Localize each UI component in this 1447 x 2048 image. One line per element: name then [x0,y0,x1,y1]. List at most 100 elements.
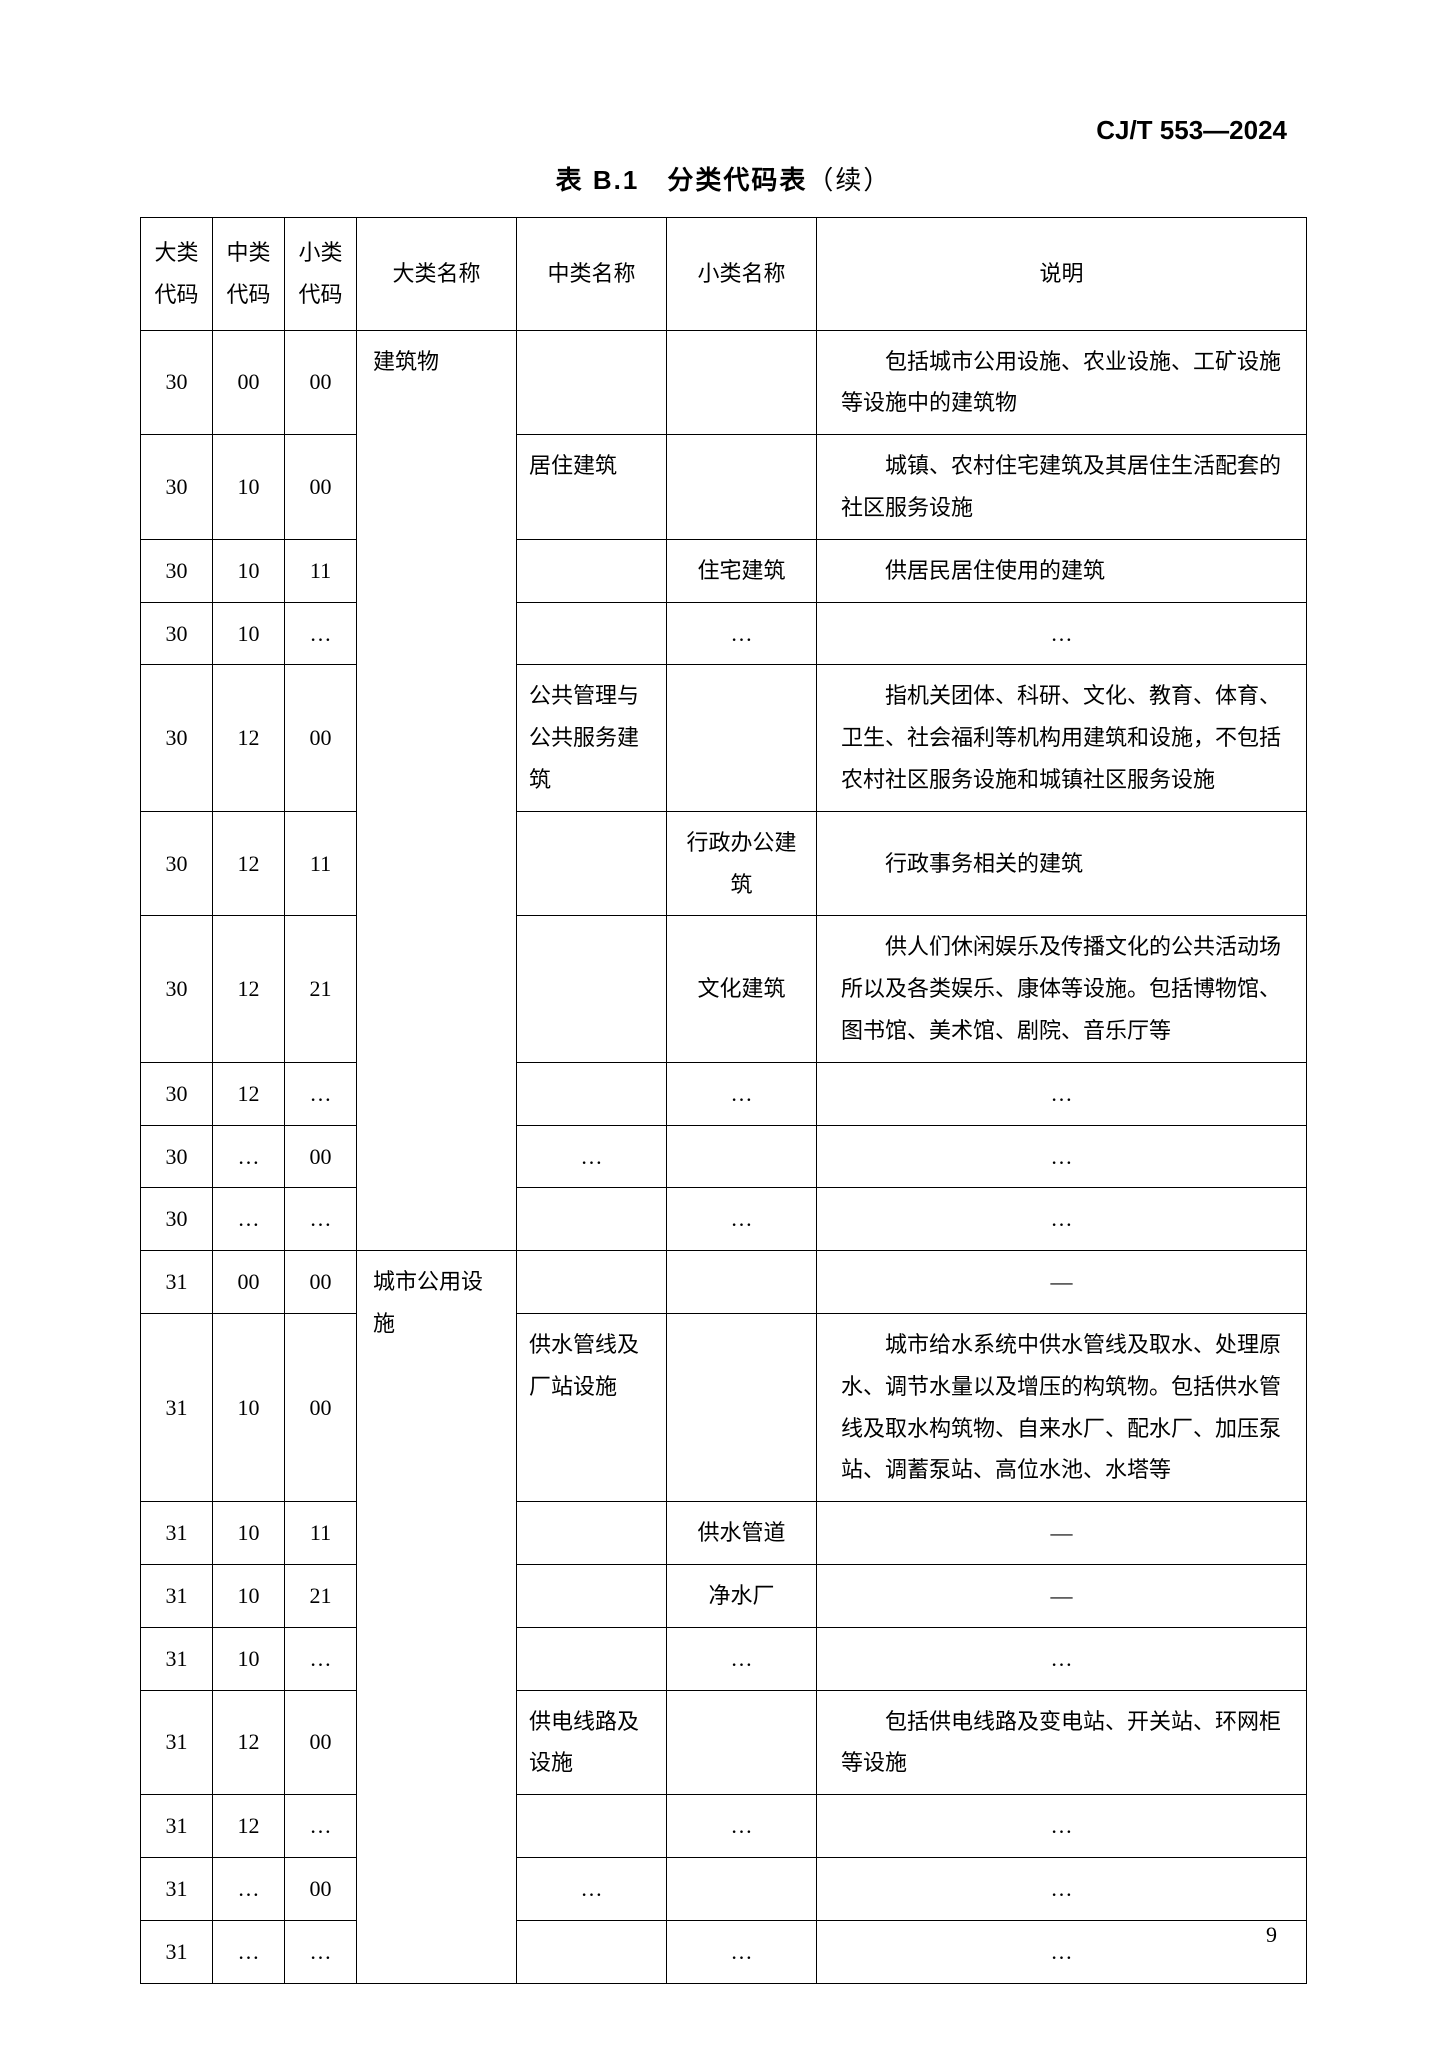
page-number: 9 [1266,1922,1277,1948]
cell-sub-code: 00 [285,1690,357,1795]
cell-mid-code: 10 [213,1564,285,1627]
cell-sub-name [667,1313,817,1501]
cell-description: 包括城市公用设施、农业设施、工矿设施等设施中的建筑物 [817,330,1307,435]
cell-sub-name: … [667,1795,817,1858]
cell-mid-code: … [213,1857,285,1920]
cell-mid-name [517,916,667,1062]
cell-sub-name [667,1251,817,1314]
cell-mid-name [517,330,667,435]
cell-mid-name: 供水管线及厂站设施 [517,1313,667,1501]
cell-mid-name: … [517,1857,667,1920]
cell-sub-name [667,435,817,540]
cell-mid-name: 居住建筑 [517,435,667,540]
cell-sub-name: … [667,1188,817,1251]
col-header: 中类名称 [517,218,667,331]
cell-major-code: 30 [141,665,213,811]
table-row: 301011住宅建筑供居民居住使用的建筑 [141,539,1307,602]
cell-mid-code: 12 [213,811,285,916]
cell-sub-code: 00 [285,1313,357,1501]
table-title-suffix: （续） [807,165,891,195]
table-row: 301200公共管理与公共服务建筑指机关团体、科研、文化、教育、体育、卫生、社会… [141,665,1307,811]
cell-description: — [817,1251,1307,1314]
cell-major-name: 城市公用设施 [357,1251,517,1983]
cell-description: 行政事务相关的建筑 [817,811,1307,916]
cell-description: 供居民居住使用的建筑 [817,539,1307,602]
table-row: 30………… [141,1188,1307,1251]
table-row: 301211行政办公建筑行政事务相关的建筑 [141,811,1307,916]
table-row: 31…00…… [141,1857,1307,1920]
cell-mid-code: 12 [213,1062,285,1125]
cell-mid-code: 12 [213,1690,285,1795]
cell-major-code: 30 [141,539,213,602]
cell-mid-code: 00 [213,330,285,435]
cell-sub-code: 00 [285,435,357,540]
cell-mid-name [517,539,667,602]
cell-sub-name [667,1125,817,1188]
cell-major-code: 31 [141,1690,213,1795]
table-row: 3012……… [141,1062,1307,1125]
cell-mid-name [517,1627,667,1690]
cell-major-code: 31 [141,1920,213,1983]
cell-mid-name [517,1564,667,1627]
cell-sub-code: 00 [285,1125,357,1188]
cell-major-code: 30 [141,811,213,916]
cell-sub-name [667,1857,817,1920]
cell-mid-name [517,1251,667,1314]
cell-description: … [817,1920,1307,1983]
cell-major-code: 31 [141,1251,213,1314]
document-code: CJ/T 553—2024 [1096,115,1287,146]
classification-code-table: 大类代码 中类代码 小类代码 大类名称 中类名称 小类名称 说明 300000建… [140,217,1307,1984]
cell-mid-code: … [213,1125,285,1188]
table-row: 311021净水厂— [141,1564,1307,1627]
cell-mid-name [517,602,667,665]
cell-mid-name [517,1795,667,1858]
cell-sub-name [667,330,817,435]
table-title: 表 B.1 分类代码表（续） [140,160,1307,197]
table-header-row: 大类代码 中类代码 小类代码 大类名称 中类名称 小类名称 说明 [141,218,1307,331]
cell-sub-code: … [285,1188,357,1251]
table-row: 301221文化建筑供人们休闲娱乐及传播文化的公共活动场所以及各类娱乐、康体等设… [141,916,1307,1062]
col-header: 大类代码 [141,218,213,331]
cell-major-code: 31 [141,1313,213,1501]
cell-sub-name: 文化建筑 [667,916,817,1062]
table-row: 3110……… [141,1627,1307,1690]
cell-description: — [817,1564,1307,1627]
cell-sub-code: 11 [285,539,357,602]
cell-major-code: 30 [141,330,213,435]
cell-sub-code: 00 [285,330,357,435]
table-row: 3112……… [141,1795,1307,1858]
table-row: 31………… [141,1920,1307,1983]
table-title-main: 表 B.1 分类代码表 [556,165,808,195]
col-header: 小类代码 [285,218,357,331]
cell-mid-name [517,1502,667,1565]
cell-mid-code: 10 [213,1502,285,1565]
cell-description: 指机关团体、科研、文化、教育、体育、卫生、社会福利等机构用建筑和设施，不包括农村… [817,665,1307,811]
cell-sub-code: … [285,1920,357,1983]
cell-major-name: 建筑物 [357,330,517,1251]
cell-description: … [817,1795,1307,1858]
col-header: 大类名称 [357,218,517,331]
table-row: 300000建筑物包括城市公用设施、农业设施、工矿设施等设施中的建筑物 [141,330,1307,435]
cell-sub-code: … [285,1062,357,1125]
col-header: 小类名称 [667,218,817,331]
cell-description: 城市给水系统中供水管线及取水、处理原水、调节水量以及增压的构筑物。包括供水管线及… [817,1313,1307,1501]
table-row: 311000 供水管线及厂站设施城市给水系统中供水管线及取水、处理原水、调节水量以… [141,1313,1307,1501]
cell-description: 城镇、农村住宅建筑及其居住生活配套的社区服务设施 [817,435,1307,540]
cell-sub-code: 11 [285,811,357,916]
cell-mid-code: 12 [213,916,285,1062]
cell-mid-name [517,811,667,916]
cell-mid-code: 10 [213,602,285,665]
cell-mid-name: … [517,1125,667,1188]
cell-description: … [817,1857,1307,1920]
cell-sub-name [667,1690,817,1795]
cell-description: 包括供电线路及变电站、开关站、环网柜等设施 [817,1690,1307,1795]
table-row: 30…00…… [141,1125,1307,1188]
cell-sub-code: 00 [285,1251,357,1314]
table-body: 300000建筑物包括城市公用设施、农业设施、工矿设施等设施中的建筑物30100… [141,330,1307,1983]
cell-mid-name [517,1188,667,1251]
cell-mid-code: 10 [213,1313,285,1501]
col-header: 说明 [817,218,1307,331]
cell-sub-name: … [667,1920,817,1983]
cell-sub-name: … [667,1627,817,1690]
cell-sub-code: … [285,1795,357,1858]
